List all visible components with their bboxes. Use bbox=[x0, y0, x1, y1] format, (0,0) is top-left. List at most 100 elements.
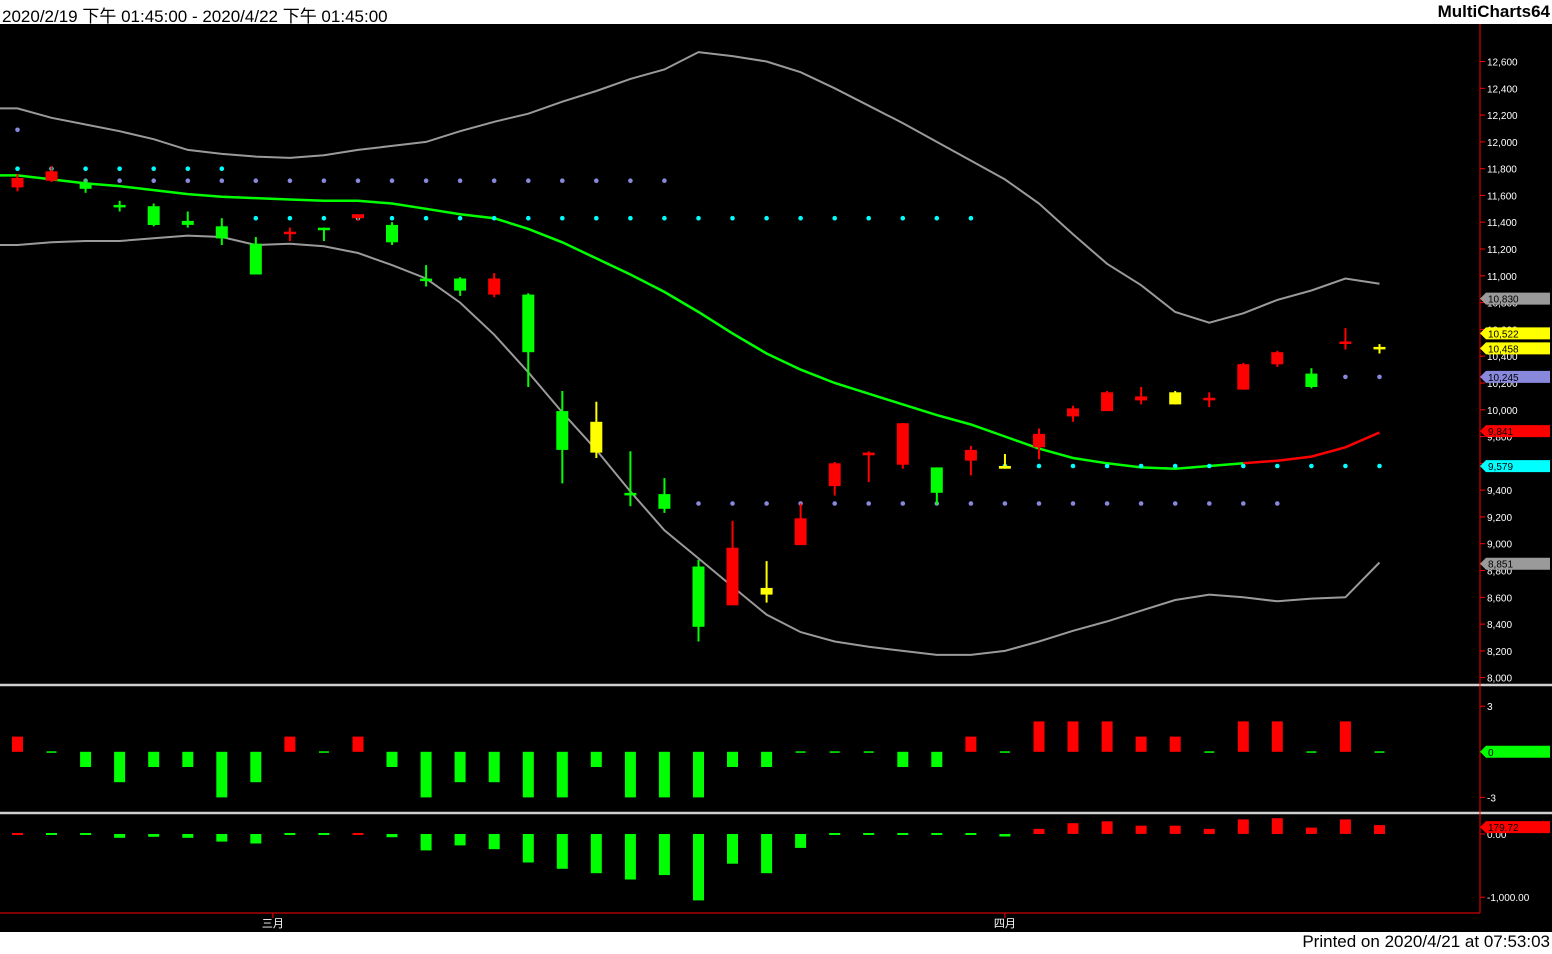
oscillator-bar bbox=[522, 751, 534, 798]
signal-dot bbox=[662, 178, 667, 183]
momentum-bar bbox=[761, 834, 773, 874]
price-tick-label: 8,000 bbox=[1487, 674, 1512, 685]
moving-average-line-rising bbox=[1243, 431, 1380, 465]
price-tick-label: 8,200 bbox=[1487, 647, 1512, 658]
signal-dot bbox=[526, 215, 531, 221]
signal-dot bbox=[1036, 463, 1042, 469]
candle-body bbox=[45, 171, 58, 181]
signal-dot bbox=[151, 178, 156, 183]
signal-dot bbox=[1241, 463, 1246, 469]
momentum-bar bbox=[897, 833, 909, 835]
signal-dot bbox=[1104, 501, 1110, 506]
app-title: MultiCharts64 bbox=[1437, 2, 1550, 21]
signal-dot bbox=[832, 501, 837, 506]
signal-dot bbox=[730, 215, 735, 221]
signal-dot bbox=[866, 501, 871, 506]
signal-dot bbox=[1104, 463, 1110, 469]
momentum-bar bbox=[386, 834, 398, 838]
price-tick-label: 10,200 bbox=[1487, 379, 1518, 390]
oscillator-pane[interactable] bbox=[12, 721, 1385, 798]
upper-band-line bbox=[0, 51, 1380, 324]
candle-body bbox=[1203, 397, 1216, 401]
momentum-value-flag-label: 179.72 bbox=[1488, 823, 1519, 834]
momentum-tick-label: -1,000.00 bbox=[1487, 893, 1530, 904]
momentum-bar bbox=[80, 833, 92, 835]
oscillator-bar bbox=[761, 751, 773, 767]
signal-dot bbox=[628, 178, 633, 183]
candle-body bbox=[283, 231, 296, 235]
price-value-flag-label: 10,830 bbox=[1488, 295, 1519, 306]
oscillator-bar bbox=[318, 751, 329, 753]
signal-dot bbox=[696, 501, 701, 506]
chart-header: 2020/2/19 下午 01:45:00 - 2020/4/22 下午 01:… bbox=[0, 0, 1552, 26]
signal-dot bbox=[1207, 501, 1212, 506]
signal-dot bbox=[457, 178, 463, 183]
signal-dot bbox=[1002, 501, 1008, 506]
candle-body bbox=[1067, 408, 1079, 417]
candle-body bbox=[658, 494, 671, 509]
signal-dot bbox=[253, 215, 259, 221]
signal-dot bbox=[491, 178, 497, 183]
oscillator-bar bbox=[216, 751, 228, 798]
oscillator-bar bbox=[80, 751, 92, 767]
momentum-bar bbox=[454, 834, 466, 846]
momentum-bar bbox=[420, 834, 432, 851]
price-value-flag-label: 9,579 bbox=[1488, 462, 1513, 473]
momentum-bar bbox=[624, 834, 636, 880]
signal-dot bbox=[968, 501, 974, 506]
price-value-flag bbox=[1480, 370, 1550, 383]
oscillator-bar bbox=[693, 751, 704, 798]
candle-body bbox=[964, 449, 977, 461]
signal-dot bbox=[900, 501, 906, 506]
momentum-bar bbox=[1033, 828, 1045, 834]
signal-dot bbox=[594, 178, 599, 183]
oscillator-bar bbox=[250, 751, 262, 783]
signal-dot bbox=[457, 215, 463, 221]
momentum-bar bbox=[931, 833, 943, 835]
price-value-flag-label: 10,458 bbox=[1488, 344, 1519, 355]
signal-dot bbox=[628, 215, 633, 221]
oscillator-bar bbox=[420, 751, 432, 798]
momentum-bar bbox=[556, 834, 568, 869]
oscillator-tick-label: -3 bbox=[1487, 793, 1496, 804]
momentum-bar bbox=[216, 834, 228, 842]
oscillator-bar bbox=[863, 751, 874, 753]
candle-body bbox=[181, 220, 194, 225]
oscillator-bar bbox=[556, 751, 568, 798]
signal-dot bbox=[151, 166, 156, 171]
signal-dot bbox=[1343, 374, 1348, 380]
signal-dot bbox=[1241, 501, 1246, 506]
momentum-bar bbox=[488, 834, 500, 850]
candle-body bbox=[113, 204, 126, 208]
signal-dot bbox=[1172, 463, 1178, 469]
candle-body bbox=[11, 178, 24, 188]
signal-dot bbox=[798, 215, 803, 221]
price-tick-label: 12,000 bbox=[1487, 138, 1518, 149]
candle-body bbox=[760, 587, 773, 595]
signal-dot bbox=[764, 501, 769, 506]
candle-body bbox=[522, 294, 535, 353]
chart-canvas[interactable]: 8,000 8,200 8,400 8,600 8,800 9,000 9,200 9,400… bbox=[0, 24, 1552, 932]
momentum-bar bbox=[863, 833, 875, 835]
momentum-bar bbox=[590, 834, 602, 874]
oscillator-bar bbox=[148, 751, 160, 767]
price-value-flag bbox=[1480, 460, 1550, 473]
oscillator-bar bbox=[965, 736, 977, 752]
momentum-pane[interactable] bbox=[12, 818, 1385, 901]
oscillator-bar bbox=[1271, 721, 1283, 752]
price-tick-label: 8,800 bbox=[1487, 567, 1512, 578]
oscillator-bar bbox=[454, 751, 466, 783]
price-tick-label: 11,400 bbox=[1487, 218, 1517, 229]
oscillator-bar bbox=[1374, 751, 1385, 753]
axes: 8,000 8,200 8,400 8,600 8,800 9,000 9,200 9,400… bbox=[0, 24, 1552, 930]
signal-dot bbox=[1070, 501, 1076, 506]
signal-dot bbox=[764, 215, 769, 221]
price-pane[interactable] bbox=[0, 51, 1386, 656]
oscillator-bar bbox=[931, 751, 943, 767]
momentum-bar bbox=[1203, 828, 1215, 834]
momentum-bar bbox=[1305, 827, 1317, 834]
oscillator-bar bbox=[658, 751, 670, 798]
momentum-bar bbox=[1169, 825, 1181, 834]
candle-body bbox=[794, 518, 807, 546]
signal-dot bbox=[287, 215, 293, 221]
